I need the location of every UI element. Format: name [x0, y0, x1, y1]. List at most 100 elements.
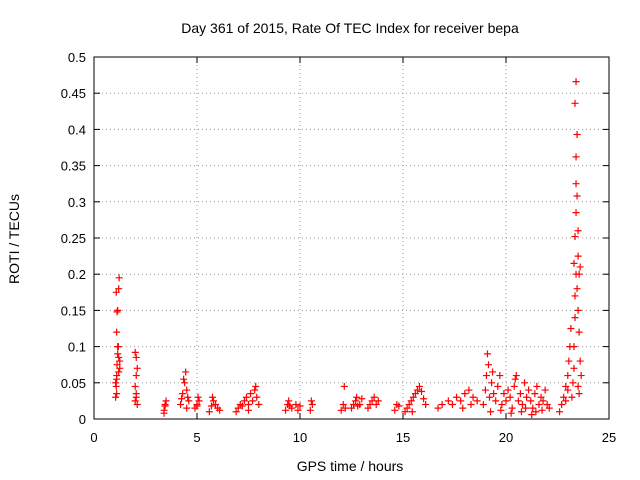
data-point [502, 397, 510, 405]
data-point [113, 308, 121, 316]
data-point [238, 402, 246, 410]
data-point [572, 180, 580, 188]
data-point [306, 406, 314, 414]
data-point [403, 404, 411, 412]
data-point [564, 372, 572, 380]
data-point [162, 397, 170, 405]
data-point [490, 390, 498, 398]
data-point [133, 364, 141, 372]
data-point [185, 397, 193, 405]
data-point [533, 382, 541, 390]
data-point [131, 382, 139, 390]
data-point [574, 227, 582, 235]
data-point [411, 390, 419, 398]
data-point [512, 372, 520, 380]
data-point [465, 386, 473, 394]
data-point [531, 390, 539, 398]
data-point [522, 404, 530, 412]
data-point [434, 404, 442, 412]
data-point [242, 393, 250, 401]
data-point [114, 350, 122, 358]
data-point [484, 361, 492, 369]
data-points [112, 78, 585, 419]
data-point [115, 353, 123, 361]
data-point [112, 379, 120, 387]
data-point [535, 401, 543, 409]
data-point [560, 393, 568, 401]
data-point [507, 409, 515, 417]
data-point [253, 393, 261, 401]
data-point [510, 382, 518, 390]
data-point [571, 292, 579, 300]
chart-title: Day 361 of 2015, Rate Of TEC Index for r… [181, 20, 519, 36]
data-point [514, 397, 522, 405]
data-point [350, 401, 358, 409]
y-tick-label: 0.45 [61, 86, 86, 101]
data-point [160, 409, 168, 417]
data-point [282, 406, 290, 414]
data-point [575, 270, 583, 278]
data-point [523, 393, 531, 401]
data-point [131, 397, 139, 405]
data-point [240, 397, 248, 405]
data-point [496, 372, 504, 380]
data-point [529, 404, 537, 412]
data-point [570, 364, 578, 372]
data-point [337, 406, 345, 414]
data-point [133, 401, 141, 409]
data-point [353, 393, 361, 401]
data-point [184, 393, 192, 401]
data-point [205, 408, 213, 416]
data-point [245, 406, 252, 414]
data-point [541, 386, 549, 394]
data-point [461, 390, 469, 398]
data-point [114, 343, 122, 351]
x-tick-label: 25 [602, 430, 616, 445]
data-point [500, 390, 508, 398]
data-point [407, 397, 415, 405]
data-point [356, 401, 364, 409]
data-point [543, 401, 551, 409]
data-point [572, 78, 580, 86]
data-point [409, 393, 417, 401]
x-tick-label: 20 [499, 430, 513, 445]
data-point [562, 382, 570, 390]
data-point [292, 401, 300, 409]
data-point [307, 397, 315, 405]
data-point [370, 393, 378, 401]
x-tick-label: 10 [293, 430, 307, 445]
data-point [194, 393, 202, 401]
data-point [178, 395, 186, 403]
data-point [506, 393, 514, 401]
y-tick-label: 0.2 [68, 267, 86, 282]
data-point [525, 386, 533, 394]
data-point [195, 397, 203, 405]
data-point [532, 408, 540, 416]
data-point [572, 153, 580, 161]
data-point [459, 404, 467, 412]
data-point [405, 401, 413, 409]
grid-lines [94, 57, 609, 419]
data-point [497, 406, 505, 414]
data-point [232, 408, 240, 416]
data-point [183, 404, 191, 412]
data-point [518, 401, 526, 409]
data-point [177, 401, 185, 409]
data-point [508, 404, 516, 412]
data-point [113, 361, 121, 369]
data-point [391, 406, 399, 414]
data-point [570, 343, 578, 351]
data-point [572, 209, 580, 217]
data-point [571, 314, 579, 322]
data-point [571, 99, 579, 107]
y-tick-label: 0.15 [61, 303, 86, 318]
data-point [448, 401, 456, 409]
data-point [575, 328, 583, 336]
data-point [558, 401, 566, 409]
y-tick-label: 0.5 [68, 50, 86, 65]
data-point [183, 386, 191, 394]
data-point [539, 397, 547, 405]
data-point [285, 397, 293, 405]
y-tick-label: 0.25 [61, 231, 86, 246]
